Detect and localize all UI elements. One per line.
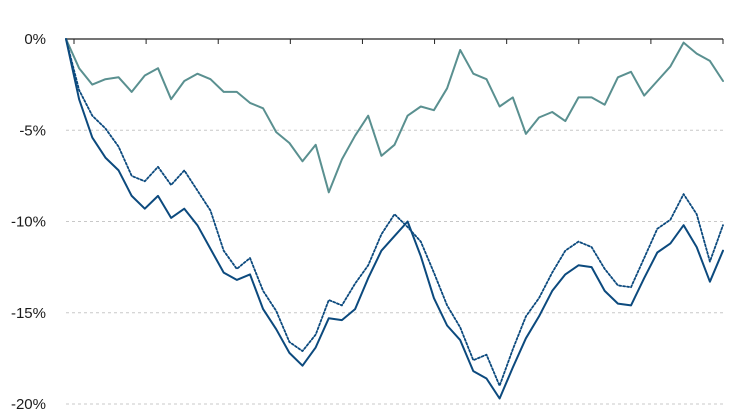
series-line-2 (65, 38, 724, 400)
y-tick-label: -15% (11, 305, 46, 322)
series-line-3 (65, 38, 724, 387)
y-axis: 0% -5% -10% -15% -20% (11, 31, 723, 413)
y-tick-label: -10% (11, 214, 46, 231)
gridlines (66, 129, 723, 405)
series-line-1 (65, 38, 724, 194)
y-tick-label: -20% (11, 396, 46, 413)
series-lines (65, 38, 724, 400)
y-tick-label: -5% (19, 122, 46, 139)
x-axis-ticks (73, 39, 724, 44)
y-tick-label: 0% (24, 31, 46, 48)
